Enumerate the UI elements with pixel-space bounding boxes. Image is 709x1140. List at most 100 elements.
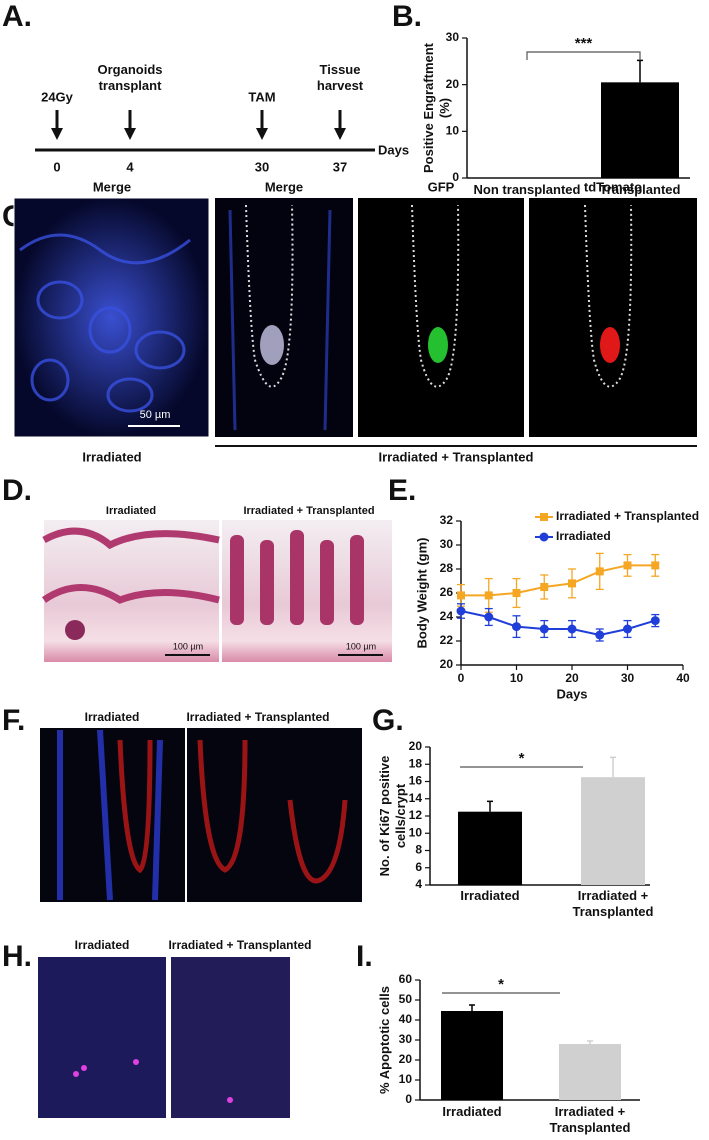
image-title: GFP [428, 179, 455, 194]
y-tick-label: 22 [440, 633, 454, 647]
y-tick-label: 20 [399, 1052, 413, 1066]
bar [581, 777, 645, 885]
significance-label: *** [575, 35, 593, 52]
panel-letter: E. [388, 474, 416, 507]
group-label: Irradiated + Transplanted [379, 449, 534, 464]
event-label: Organoids transplant [97, 62, 163, 93]
image-title: Irradiated + Transplanted [243, 505, 374, 517]
legend-marker [539, 532, 549, 542]
y-tick-label: 16 [409, 774, 423, 788]
point [456, 606, 466, 616]
x-tick-label-box: Irradiated [442, 1104, 501, 1119]
y-tick-label: 10 [409, 825, 423, 839]
y-tick-label: 14 [409, 791, 423, 805]
x-tick-label: 20 [565, 671, 579, 685]
y-axis-label: Positive Engraftment (%) [421, 42, 452, 174]
series-line [460, 610, 656, 637]
point [651, 561, 660, 570]
scale-bar-label: 100 µm [346, 641, 376, 651]
image-title: Irradiated [106, 505, 156, 517]
x-tick-label: Irradiated + Transplanted [572, 888, 654, 919]
y-tick-label: 30 [399, 1032, 413, 1046]
point [484, 591, 493, 600]
event-label-box: Organoids transplant [97, 62, 163, 93]
y-tick-label: 18 [409, 756, 423, 770]
image [38, 957, 290, 1118]
series-line [461, 564, 656, 597]
panel-letter: B. [392, 0, 422, 33]
image-title: Irradiated + Transplanted [186, 710, 329, 724]
x-tick-label: 0 [458, 671, 465, 685]
x-tick-label-box: Irradiated [460, 888, 519, 903]
day-label: 0 [53, 159, 60, 174]
image-title: Merge [93, 179, 131, 194]
image-title: Irradiated [85, 710, 140, 724]
y-axis-label: No. of Ki67 positive cells/crypt [377, 755, 408, 877]
image-title: Merge [265, 179, 303, 194]
day-label: 4 [126, 159, 134, 174]
y-tick-label: 24 [440, 609, 454, 623]
x-axis-label: Days [556, 686, 587, 701]
y-tick-label: 32 [440, 513, 454, 527]
point [512, 622, 521, 632]
x-tick-label: Non transplanted [473, 182, 581, 197]
y-axis-label-box: % Apoptotic cells [377, 986, 392, 1094]
point [484, 612, 494, 622]
y-tick-label: 50 [399, 992, 413, 1006]
day-label: 30 [255, 159, 269, 174]
scale-bar-label: 100 µm [173, 641, 203, 651]
y-tick-label: 12 [409, 808, 423, 822]
axis-label: Days [378, 142, 409, 157]
y-axis-label-box: No. of Ki67 positive cells/crypt [377, 755, 408, 877]
event-label-box: Tissue harvest [316, 62, 364, 93]
significance-label: * [498, 976, 504, 993]
x-tick-label: 10 [510, 671, 524, 685]
event-label: Tissue harvest [316, 62, 364, 93]
y-tick-label: 4 [415, 877, 422, 891]
point [540, 583, 549, 591]
bar [559, 1044, 621, 1100]
point [595, 567, 604, 576]
y-tick-label: 40 [399, 1012, 413, 1026]
y-axis-label: % Apoptotic cells [377, 986, 392, 1094]
event-label: 24Gy [41, 89, 74, 104]
day-label: 37 [333, 159, 347, 174]
panel-letter: F. [2, 704, 25, 737]
y-tick-label: 0 [452, 170, 459, 184]
y-tick-label: 30 [440, 537, 454, 551]
y-tick-label: 8 [415, 843, 422, 857]
y-tick-label: 0 [405, 1092, 412, 1106]
y-tick-label: 20 [446, 77, 460, 91]
x-tick-label-box: Irradiated + Transplanted [572, 888, 654, 919]
x-tick-label: Irradiated + Transplanted [549, 1104, 631, 1135]
x-tick-label-box: Non transplanted [473, 182, 581, 197]
image-title: Irradiated [75, 938, 130, 952]
significance-label: * [519, 750, 525, 767]
image [40, 728, 362, 902]
point [457, 591, 465, 600]
image-title: tdTomato [584, 179, 642, 194]
legend-label: Irradiated + Transplanted [556, 509, 699, 523]
timeline-arrows [51, 110, 346, 140]
y-tick-label: 28 [440, 561, 454, 575]
image [42, 520, 392, 662]
point [595, 630, 605, 640]
point [567, 624, 577, 634]
panel-letter: G. [372, 704, 404, 737]
y-tick-label: 26 [440, 585, 454, 599]
y-tick-label: 20 [440, 657, 454, 671]
point [650, 616, 660, 626]
image-title: Irradiated + Transplanted [168, 938, 311, 952]
point [623, 561, 632, 570]
y-tick-label: 10 [446, 124, 460, 138]
y-tick-label: 10 [399, 1072, 413, 1086]
legend-marker [540, 513, 548, 521]
y-tick-label: 20 [409, 739, 423, 753]
y-tick-label: 60 [399, 972, 413, 986]
x-tick-label-box: Irradiated + Transplanted [549, 1104, 631, 1135]
y-axis-label: Body Weight (gm) [414, 538, 429, 649]
legend-label: Irradiated [556, 529, 611, 543]
event-label: TAM [248, 89, 275, 104]
point [623, 624, 632, 634]
